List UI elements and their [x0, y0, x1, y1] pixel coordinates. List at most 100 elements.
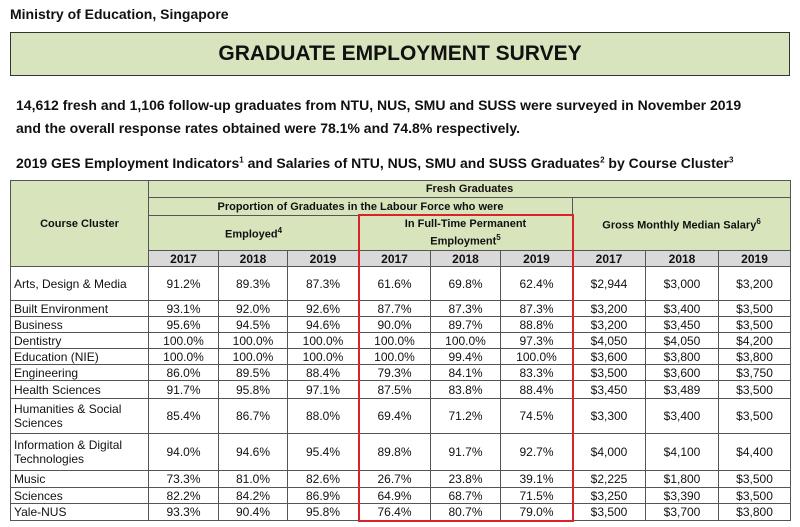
highlight-box — [358, 214, 574, 522]
header-text: Proportion of Graduates in the Labour Fo… — [217, 200, 504, 213]
value-cell: $3,000 — [645, 266, 719, 301]
value-cell: $3,450 — [572, 380, 646, 399]
value-cell: $3,750 — [717, 364, 792, 381]
value-cell: 82.6% — [287, 470, 359, 488]
value-cell: $3,500 — [717, 380, 792, 399]
course-cluster-cell: Arts, Design & Media — [10, 266, 149, 301]
footnote-ref: 3 — [729, 155, 734, 165]
value-cell: 94.5% — [218, 316, 288, 333]
year-cell: 2017 — [358, 250, 431, 267]
year-cell: 2019 — [287, 250, 359, 267]
value-cell: 92.6% — [287, 300, 359, 317]
header-text: Course Cluster — [40, 217, 119, 230]
year-cell: 2017 — [572, 250, 646, 267]
value-cell: $3,500 — [717, 398, 792, 434]
value-cell: $3,600 — [645, 364, 719, 381]
value-cell: $3,600 — [572, 348, 646, 365]
course-cluster-cell: Sciences — [10, 487, 149, 504]
footnote-ref: 6 — [756, 217, 761, 227]
value-cell: $2,944 — [572, 266, 646, 301]
value-cell: 88.0% — [287, 398, 359, 434]
header-text: Fresh Graduates — [425, 183, 514, 195]
value-cell: 82.2% — [148, 487, 219, 504]
value-cell: $4,050 — [645, 332, 719, 349]
value-cell: 86.9% — [287, 487, 359, 504]
course-cluster-cell: Education (NIE) — [10, 348, 149, 365]
value-cell: 69.8% — [430, 266, 501, 301]
header-cell: Fresh Graduates — [147, 180, 792, 198]
value-cell: 99.4% — [430, 348, 501, 365]
value-cell: 84.2% — [218, 487, 288, 504]
value-cell: 85.4% — [148, 398, 219, 434]
value-cell: 93.3% — [148, 503, 219, 521]
heading-text: 2019 GES Employment Indicators — [16, 155, 240, 171]
value-cell: $4,400 — [717, 433, 792, 471]
intro-line: 14,612 fresh and 1,106 follow-up graduat… — [16, 97, 742, 113]
data-table: Course Cluster Fresh Graduates Proportio… — [10, 180, 792, 521]
course-cluster-cell: Information & Digital Technologies — [10, 433, 149, 471]
ministry: Ministry of Education, Singapore — [10, 6, 229, 22]
table-row: Dentistry 100.0% 100.0% 100.0% 100.0% 100.0% 9… — [10, 332, 792, 349]
header-text: Gross Monthly Median Salary — [602, 219, 757, 232]
value-cell: 100.0% — [148, 332, 219, 349]
value-cell: 100.0% — [148, 348, 219, 365]
header-cell: Gross Monthly Median Salary6 — [571, 197, 792, 251]
value-cell: $3,500 — [717, 470, 792, 488]
value-cell: 86.7% — [218, 398, 288, 434]
footnote-ref: 2 — [600, 155, 605, 165]
table-row: Humanities & Social Sciences 85.4% 86.7% 88… — [10, 398, 792, 434]
value-cell: $3,390 — [645, 487, 719, 504]
header-text: In Full-Time Permanent Employment — [404, 218, 527, 248]
value-cell: $3,500 — [717, 316, 792, 333]
year-cell: 2017 — [148, 250, 219, 267]
course-cluster-cell: Engineering — [10, 364, 149, 381]
table-row: Yale-NUS 93.3% 90.4% 95.8% 76.4% 80.7% 79.0% $3… — [10, 503, 792, 521]
table-row: Engineering 86.0% 89.5% 88.4% 79.3% 84.1% 83.3… — [10, 364, 792, 381]
course-cluster-cell: Yale-NUS — [10, 503, 149, 521]
value-cell: $2,225 — [572, 470, 646, 488]
value-cell: 100.0% — [287, 332, 359, 349]
value-cell: $4,000 — [572, 433, 646, 471]
value-cell: $3,250 — [572, 487, 646, 504]
value-cell: 83.8% — [430, 380, 501, 399]
value-cell: 71.2% — [430, 398, 501, 434]
course-cluster-cell: Music — [10, 470, 149, 488]
year-cell: 2019 — [717, 250, 792, 267]
year-cell: 2018 — [430, 250, 501, 267]
course-cluster-cell: Built Environment — [10, 300, 149, 317]
value-cell: 87.3% — [430, 300, 501, 317]
table-row: Business 95.6% 94.5% 94.6% 90.0% 89.7% 88.8% $3… — [10, 316, 792, 333]
value-cell: 93.1% — [148, 300, 219, 317]
value-cell: $3,500 — [717, 487, 792, 504]
value-cell: $3,200 — [572, 300, 646, 317]
value-cell: $3,500 — [572, 364, 646, 381]
value-cell: 81.0% — [218, 470, 288, 488]
table-row: Information & Digital Technologies 94.0% 9… — [10, 433, 792, 471]
value-cell: $3,500 — [717, 300, 792, 317]
value-cell: $3,500 — [572, 503, 646, 521]
footnote-ref: 1 — [239, 155, 244, 165]
value-cell: $3,489 — [645, 380, 719, 399]
value-cell: 89.8% — [358, 433, 431, 471]
value-cell: 89.3% — [218, 266, 288, 301]
header-text: Employed — [224, 228, 278, 241]
value-cell: $3,800 — [717, 503, 792, 521]
heading-text: and Salaries of NTU, NUS, SMU and SUSS G… — [243, 155, 601, 171]
footnote-ref: 4 — [277, 226, 283, 236]
value-cell: 80.7% — [430, 503, 501, 521]
year-cell: 2018 — [218, 250, 288, 267]
value-cell: $3,800 — [645, 348, 719, 365]
intro-line: and the overall response rates obtained … — [16, 120, 520, 136]
table-heading: 2019 GES Employment Indicators1 and Sala… — [16, 155, 733, 171]
value-cell: $4,050 — [572, 332, 646, 349]
value-cell: 26.7% — [358, 470, 431, 488]
value-cell: 87.7% — [358, 300, 431, 317]
value-cell: 95.6% — [148, 316, 219, 333]
value-cell: 87.3% — [287, 266, 359, 301]
year-cell: 2019 — [500, 250, 573, 267]
heading-text: by Course Cluster — [604, 155, 729, 171]
value-cell: $4,100 — [645, 433, 719, 471]
table-row: Sciences 82.2% 84.2% 86.9% 64.9% 68.7% 71.5% $3… — [10, 487, 792, 504]
value-cell: 92.7% — [500, 433, 573, 471]
